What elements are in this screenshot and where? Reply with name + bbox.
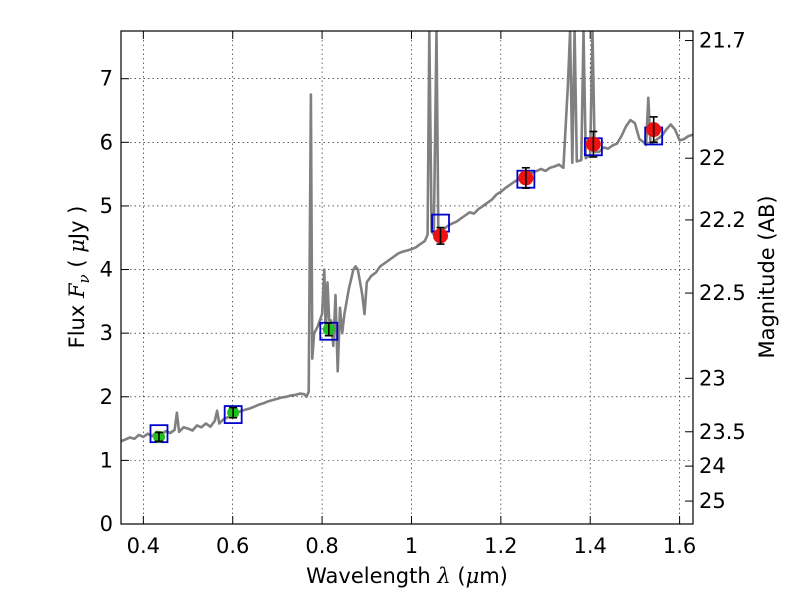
y-axis-label-subscript: ν — [75, 274, 93, 283]
y2-tick-label: 23 — [699, 366, 726, 390]
y-axis-label-symbol: F — [65, 282, 89, 299]
y-tick-label: 3 — [100, 321, 113, 345]
y-tick-label: 7 — [100, 67, 113, 91]
y2-tick-label: 24 — [699, 454, 726, 478]
plot-frame — [120, 30, 694, 525]
x-axis-label-unit-mu: μ — [466, 564, 480, 588]
x-axis-label: Wavelength λ (μm) — [306, 564, 508, 588]
grid-lines — [121, 31, 693, 525]
y-axis-label-unit-close: Jy ) — [65, 206, 89, 242]
y-axis-label: Flux Fν ( μJy ) — [65, 206, 93, 349]
x-tick-label: 1 — [405, 534, 418, 558]
y-tick-label: 6 — [100, 130, 113, 154]
y2-axis-label: Magnitude (AB) — [755, 195, 779, 358]
x-tick-label: 0.8 — [305, 534, 338, 558]
x-tick-label: 1.4 — [574, 534, 607, 558]
y2-tick-label: 22.5 — [699, 281, 746, 305]
x-tick-label: 0.4 — [127, 534, 160, 558]
axis-ticks: 0.4 0.6 0.8 1 1.2 1.4 1.60123456721.72222.222.… — [100, 29, 746, 558]
x-axis-label-unit-open: ( — [451, 564, 466, 588]
x-axis-label-text: Wavelength — [306, 564, 431, 588]
x-axis-label-symbol: λ — [436, 564, 450, 588]
y2-tick-label: 22 — [699, 146, 726, 170]
data-layer — [121, 31, 693, 444]
y2-tick-label: 25 — [699, 489, 726, 513]
y-tick-label: 5 — [100, 194, 113, 218]
plot-background — [121, 31, 693, 524]
y-tick-label: 4 — [100, 258, 113, 282]
y2-tick-label: 23.5 — [699, 420, 746, 444]
x-tick-label: 1.2 — [484, 534, 517, 558]
y2-tick-label: 22.2 — [699, 208, 746, 232]
y-tick-label: 2 — [100, 385, 113, 409]
y-axis-label-text: Flux — [65, 305, 89, 349]
model-box — [223, 405, 243, 424]
y2-tick-label: 21.7 — [699, 29, 746, 53]
y-axis-label-unit-open: ( — [65, 253, 89, 275]
y-axis-label-unit-mu: μ — [65, 239, 89, 253]
x-axis-label-unit-close: m) — [479, 564, 508, 588]
y-tick-label: 0 — [100, 512, 113, 536]
y-tick-label: 1 — [100, 448, 113, 472]
x-tick-label: 0.6 — [216, 534, 249, 558]
x-tick-label: 1.6 — [663, 534, 696, 558]
